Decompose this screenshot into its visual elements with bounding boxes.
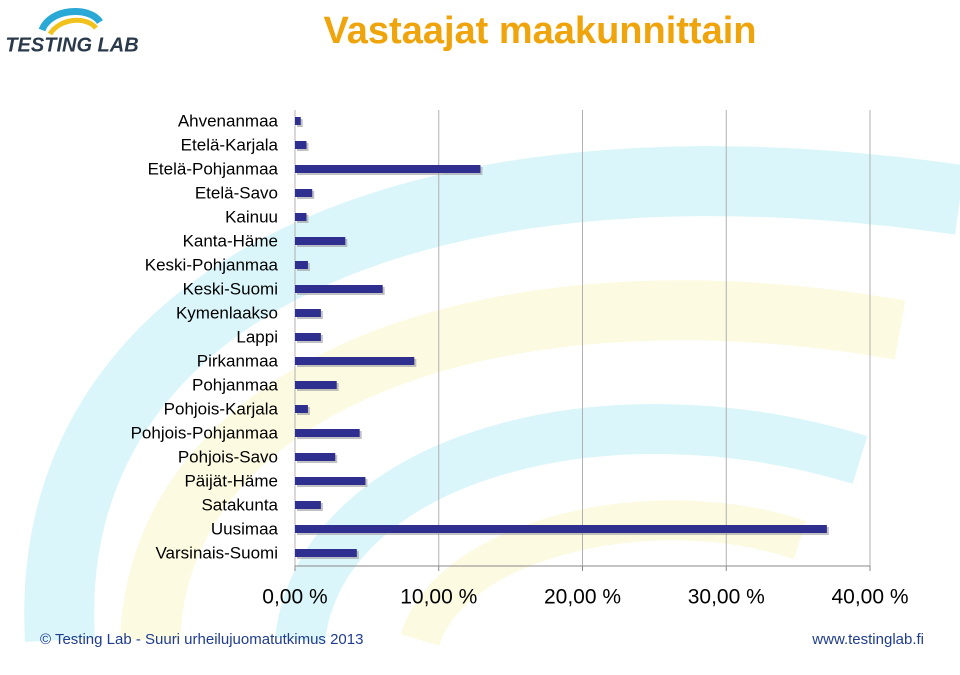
y-tick-label: Satakunta — [201, 495, 278, 514]
bar — [295, 165, 481, 173]
bar — [295, 213, 307, 221]
x-tick-label: 30,00 % — [688, 586, 765, 609]
y-tick-label: Varsinais-Suomi — [155, 543, 278, 562]
bar — [295, 453, 336, 461]
bar — [295, 261, 308, 269]
y-tick-label: Ahvenanmaa — [178, 111, 279, 130]
y-tick-label: Keski-Pohjanmaa — [145, 255, 279, 274]
y-tick-label: Keski-Suomi — [183, 279, 278, 298]
y-tick-label: Lappi — [236, 327, 278, 346]
y-tick-label: Pohjois-Savo — [178, 447, 278, 466]
bar — [295, 477, 366, 485]
bar — [295, 501, 321, 509]
y-tick-label: Pohjanmaa — [192, 375, 279, 394]
y-tick-label: Etelä-Karjala — [181, 135, 279, 154]
y-tick-label: Pohjois-Pohjanmaa — [131, 423, 279, 442]
footer-left: © Testing Lab - Suuri urheilujuomatutkim… — [40, 631, 363, 648]
y-tick-label: Uusimaa — [211, 519, 279, 538]
bar — [295, 285, 383, 293]
bar — [295, 189, 313, 197]
bar — [295, 117, 301, 125]
background-swooshes — [24, 146, 960, 647]
bar — [295, 237, 346, 245]
y-tick-label: Kanta-Häme — [183, 231, 278, 250]
bar — [295, 309, 321, 317]
x-tick-label: 0,00 % — [262, 586, 327, 609]
bar — [295, 405, 308, 413]
logo-text: TESTING LAB — [5, 34, 138, 56]
plot: 0,00 % 10,00 % 20,00 % 30,00 % 40,00 % Ahvena… — [131, 110, 909, 609]
y-tick-label: Etelä-Savo — [195, 183, 278, 202]
y-tick-label: Pohjois-Karjala — [164, 399, 279, 418]
y-tick-label: Päijät-Häme — [184, 471, 278, 490]
bar — [295, 333, 321, 341]
x-tick-label: 40,00 % — [831, 586, 908, 609]
bar — [295, 381, 337, 389]
x-tick-label: 20,00 % — [544, 586, 621, 609]
footer-right: www.testinglab.fi — [811, 631, 924, 648]
y-tick-label: Kymenlaakso — [176, 303, 278, 322]
logo: TESTING LAB — [5, 8, 139, 56]
y-tick-label: Pirkanmaa — [197, 351, 279, 370]
bar — [295, 429, 360, 437]
chart-title: Vastaajat maakunnittain — [324, 10, 757, 52]
x-tick-label: 10,00 % — [400, 586, 477, 609]
bar — [295, 141, 307, 149]
y-tick-label: Kainuu — [225, 207, 278, 226]
bar — [295, 549, 357, 557]
bar — [295, 525, 827, 533]
bar — [295, 357, 415, 365]
y-tick-label: Etelä-Pohjanmaa — [148, 159, 279, 178]
